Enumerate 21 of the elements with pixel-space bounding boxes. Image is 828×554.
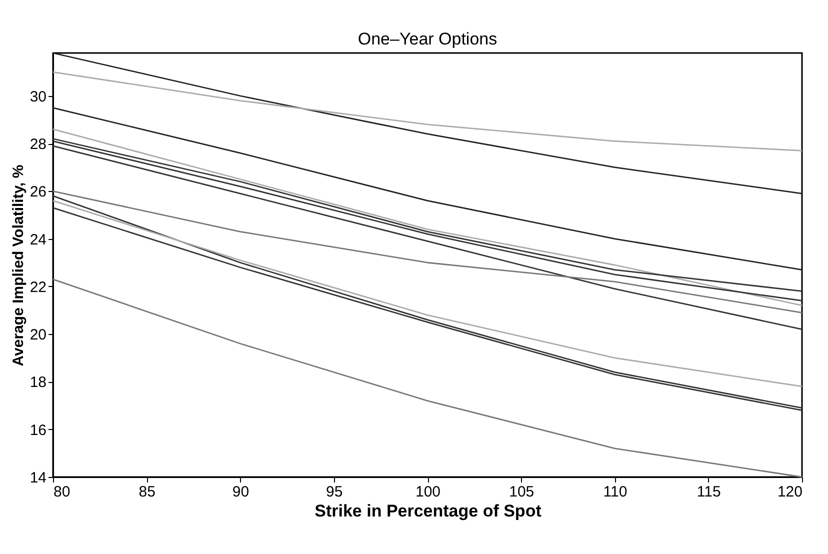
y-tick-label: 26 — [30, 184, 46, 201]
y-tick-label: 14 — [30, 470, 46, 486]
x-tick-label: 120 — [777, 484, 802, 500]
x-tick-label: 95 — [326, 484, 343, 500]
y-tick-label: 30 — [30, 88, 46, 106]
chart-title: One–Year Options — [358, 29, 498, 48]
y-tick-label: 24 — [30, 231, 46, 248]
x-tick-label: 100 — [415, 484, 441, 500]
x-tick-label: 115 — [696, 484, 721, 500]
x-tick-label: 90 — [232, 484, 250, 500]
x-axis-title: Strike in Percentage of Spot — [314, 502, 542, 520]
y-tick-label: 28 — [30, 136, 46, 154]
y-tick-label: 20 — [30, 326, 46, 344]
y-tick-label: 22 — [30, 278, 46, 296]
y-tick-label: 18 — [30, 374, 46, 392]
x-tick-label: 105 — [509, 484, 534, 500]
x-tick-label: 80 — [54, 484, 70, 500]
y-tick-label: 16 — [30, 422, 46, 439]
x-tick-label: 85 — [138, 484, 156, 500]
x-tick-label: 110 — [603, 484, 628, 500]
y-axis-title: Average Implied Volatility, % — [10, 164, 27, 366]
